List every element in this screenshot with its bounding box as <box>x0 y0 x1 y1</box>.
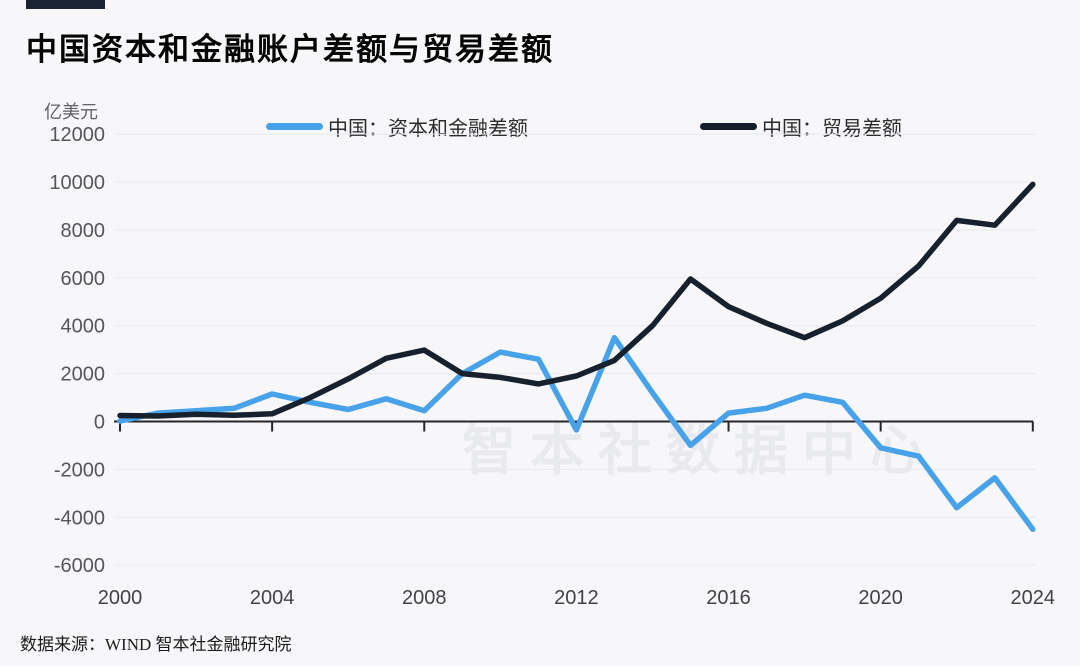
trade-balance-line <box>117 181 1036 419</box>
y-tick-label: 4000 <box>61 316 106 338</box>
y-tick-label: -2000 <box>54 459 105 481</box>
trade-series-swatch <box>700 122 757 130</box>
title-accent-bar <box>26 0 105 9</box>
y-tick-label: 10000 <box>49 172 105 194</box>
x-tick-label: 2020 <box>858 587 903 609</box>
x-tick-label: 2004 <box>250 587 295 609</box>
chart-title: 中国资本和金融账户差额与贸易差额 <box>26 32 554 67</box>
data-source: 数据来源：WIND 智本社金融研究院 <box>20 635 292 654</box>
watermark: 智本社数据中心 <box>462 421 938 481</box>
capital-account-line <box>117 334 1036 533</box>
x-tick-label: 2024 <box>1011 587 1056 609</box>
y-tick-label: 6000 <box>61 268 106 290</box>
y-tick-label: 12000 <box>49 124 105 146</box>
y-tick-label: -4000 <box>54 507 105 529</box>
y-tick-label: 0 <box>94 412 105 434</box>
x-tick-label: 2016 <box>706 587 751 609</box>
y-axis-unit-label: 亿美元 <box>44 102 98 122</box>
x-tick-label: 2012 <box>554 587 599 609</box>
y-tick-label: 8000 <box>61 220 106 242</box>
capital-series-swatch <box>266 122 323 130</box>
x-tick-label: 2008 <box>402 587 447 609</box>
y-tick-label: -6000 <box>54 555 105 577</box>
y-tick-label: 2000 <box>61 364 106 386</box>
x-tick-label: 2000 <box>98 587 143 609</box>
